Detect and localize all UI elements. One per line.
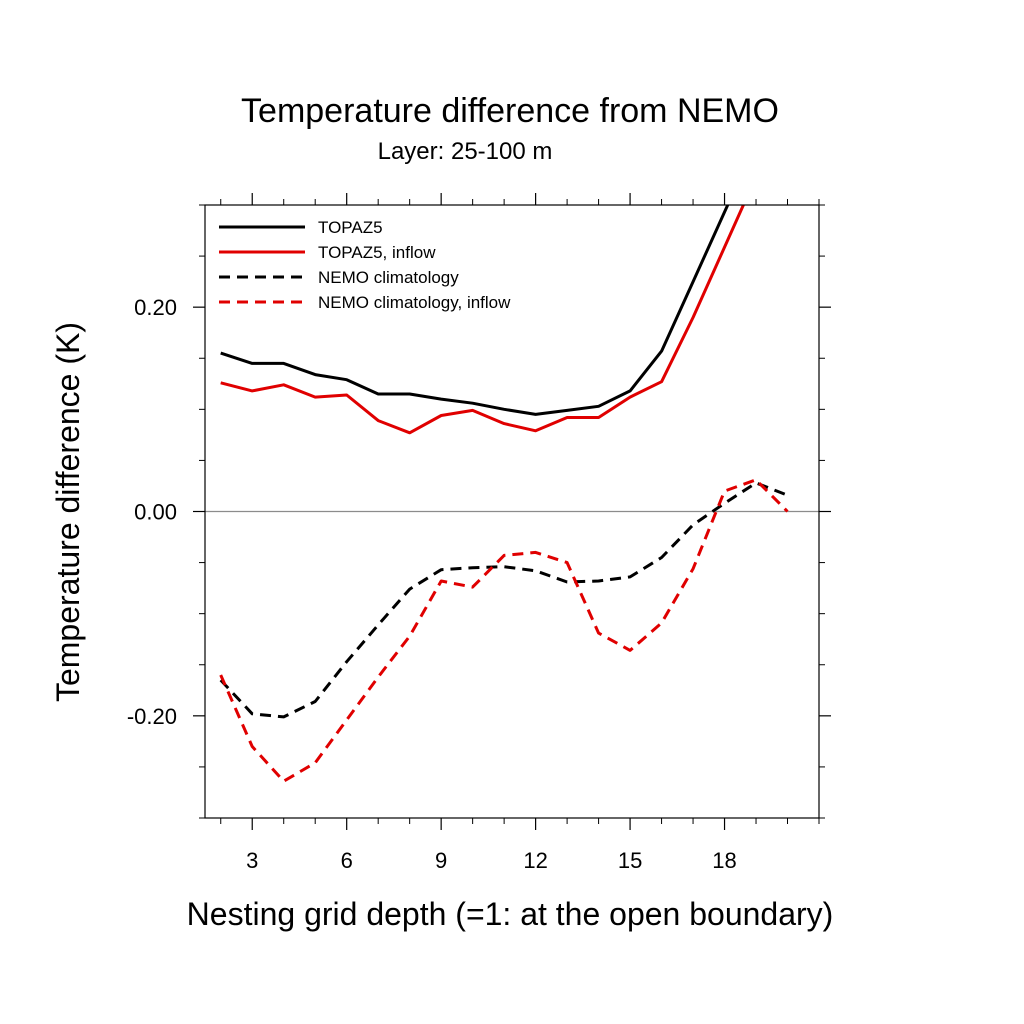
series-line-4: [219, 478, 789, 783]
x-tick-label: 18: [712, 848, 736, 873]
series-line-1: [220, 205, 730, 416]
series-line-3: [219, 481, 789, 719]
x-tick-label: 15: [618, 848, 642, 873]
legend-label-3: NEMO climatology: [318, 268, 459, 287]
chart-subtitle: Layer: 25-100 m: [378, 138, 553, 165]
tick-layer: 3 6 9 12 15 18 -0.20 0.00 0.20: [127, 193, 831, 873]
y-tick-label: 0.00: [134, 500, 177, 525]
chart-title: Temperature difference from NEMO: [241, 92, 779, 130]
y-tick-label: -0.20: [127, 704, 177, 729]
x-tick-label: 3: [246, 848, 258, 873]
y-tick-label: 0.20: [134, 295, 177, 320]
legend-label-2: TOPAZ5, inflow: [318, 243, 436, 262]
x-tick-label: 9: [435, 848, 447, 873]
series-line-2: [220, 205, 745, 435]
legend-label-4: NEMO climatology, inflow: [318, 293, 511, 312]
legend: TOPAZ5 TOPAZ5, inflow NEMO climatology NEMO…: [219, 218, 511, 312]
x-tick-label: 12: [523, 848, 547, 873]
legend-label-1: TOPAZ5: [318, 218, 383, 237]
x-axis-label: Nesting grid depth (=1: at the open boun…: [187, 896, 834, 932]
x-tick-label: 6: [341, 848, 353, 873]
y-axis-label: Temperature difference (K): [50, 322, 86, 702]
series-layer: [219, 205, 789, 783]
